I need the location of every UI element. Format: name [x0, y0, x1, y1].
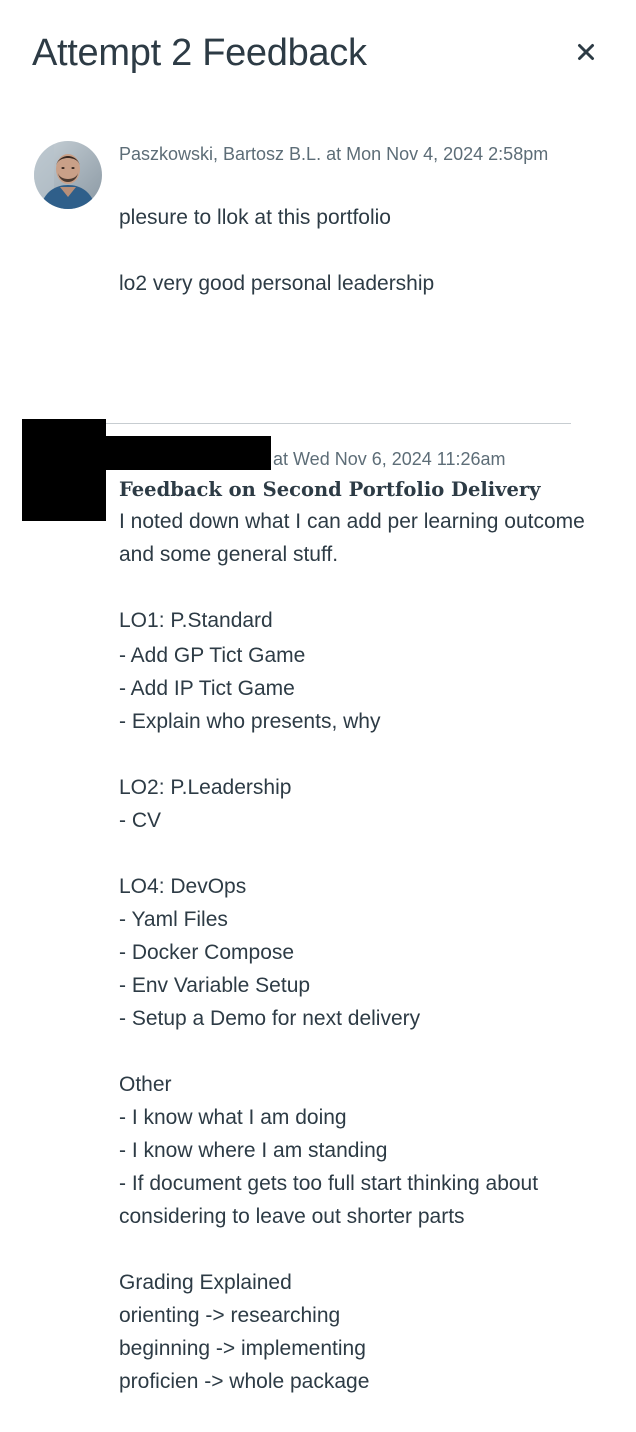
redacted-avatar	[22, 419, 106, 521]
avatar-photo-icon	[34, 141, 102, 209]
dialog-title: Attempt 2 Feedback	[32, 32, 367, 74]
comment-text-line: lo2 very good personal leadership	[119, 272, 435, 295]
list-item: - Add IP Tict Game	[119, 677, 295, 700]
grading-line: beginning -> implementing	[119, 1337, 366, 1360]
grading-line: proficien -> whole package	[119, 1370, 370, 1393]
list-item: - CV	[119, 809, 161, 832]
feedback-heading: Feedback on Second Portfolio Delivery	[119, 478, 541, 501]
list-item: - Docker Compose	[119, 941, 295, 964]
list-item: - Setup a Demo for next delivery	[119, 1007, 421, 1030]
close-icon	[578, 44, 594, 60]
comment-text-line: plesure to llok at this portfolio	[119, 206, 391, 229]
other-heading: Other	[119, 1073, 172, 1096]
lo1-heading: LO1: P.Standard	[119, 609, 273, 632]
comment-meta: at Wed Nov 6, 2024 11:26am	[273, 449, 506, 469]
comment-meta: Paszkowski, Bartosz B.L. at Mon Nov 4, 2…	[119, 144, 549, 164]
list-item: - Explain who presents, why	[119, 710, 381, 733]
list-item: - I know where I am standing	[119, 1139, 388, 1162]
avatar[interactable]	[34, 141, 102, 209]
list-item: - I know what I am doing	[119, 1106, 347, 1129]
comment-text-line: I noted down what I can add per learning…	[119, 510, 585, 533]
grading-heading: Grading Explained	[119, 1271, 292, 1294]
list-item-continued: considering to leave out shorter parts	[119, 1205, 465, 1228]
lo2-heading: LO2: P.Leadership	[119, 776, 292, 799]
comment-divider	[104, 423, 571, 424]
list-item: - Env Variable Setup	[119, 974, 311, 997]
redacted-author-name	[104, 436, 271, 470]
lo4-heading: LO4: DevOps	[119, 875, 247, 898]
list-item: - Yaml Files	[119, 908, 228, 931]
list-item: - Add GP Tict Game	[119, 644, 306, 667]
grading-line: orienting -> researching	[119, 1304, 341, 1327]
comment-text-line: and some general stuff.	[119, 543, 339, 566]
close-button[interactable]	[572, 38, 600, 66]
list-item: - If document gets too full start thinki…	[119, 1172, 539, 1195]
